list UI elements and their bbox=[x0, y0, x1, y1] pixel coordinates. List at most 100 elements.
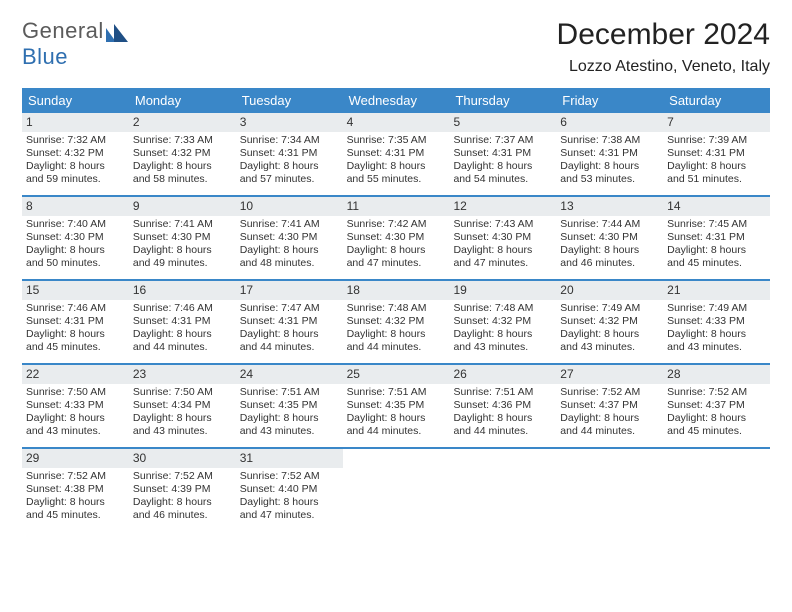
day-cell: 9Sunrise: 7:41 AMSunset: 4:30 PMDaylight… bbox=[129, 197, 236, 279]
sunrise-line: Sunrise: 7:48 AM bbox=[347, 302, 446, 315]
sunrise-line: Sunrise: 7:51 AM bbox=[453, 386, 552, 399]
day-number: 5 bbox=[449, 113, 556, 132]
sunrise-line: Sunrise: 7:35 AM bbox=[347, 134, 446, 147]
day-number: 17 bbox=[236, 281, 343, 300]
day-number: 15 bbox=[22, 281, 129, 300]
sunrise-line: Sunrise: 7:39 AM bbox=[667, 134, 766, 147]
logo-word-1: General bbox=[22, 18, 104, 43]
sunset-line: Sunset: 4:31 PM bbox=[26, 315, 125, 328]
daylight-line: Daylight: 8 hours and 44 minutes. bbox=[453, 412, 552, 438]
sunrise-line: Sunrise: 7:50 AM bbox=[133, 386, 232, 399]
day-cell: 22Sunrise: 7:50 AMSunset: 4:33 PMDayligh… bbox=[22, 365, 129, 447]
sunrise-line: Sunrise: 7:38 AM bbox=[560, 134, 659, 147]
daylight-line: Daylight: 8 hours and 45 minutes. bbox=[667, 412, 766, 438]
sunrise-line: Sunrise: 7:37 AM bbox=[453, 134, 552, 147]
sunrise-line: Sunrise: 7:46 AM bbox=[133, 302, 232, 315]
sunset-line: Sunset: 4:32 PM bbox=[560, 315, 659, 328]
day-number: 7 bbox=[663, 113, 770, 132]
sunset-line: Sunset: 4:39 PM bbox=[133, 483, 232, 496]
sunset-line: Sunset: 4:32 PM bbox=[453, 315, 552, 328]
sunrise-line: Sunrise: 7:41 AM bbox=[133, 218, 232, 231]
day-cell: 25Sunrise: 7:51 AMSunset: 4:35 PMDayligh… bbox=[343, 365, 450, 447]
sunrise-line: Sunrise: 7:49 AM bbox=[560, 302, 659, 315]
sunset-line: Sunset: 4:31 PM bbox=[560, 147, 659, 160]
sunset-line: Sunset: 4:34 PM bbox=[133, 399, 232, 412]
day-cell: 10Sunrise: 7:41 AMSunset: 4:30 PMDayligh… bbox=[236, 197, 343, 279]
sunset-line: Sunset: 4:30 PM bbox=[133, 231, 232, 244]
daylight-line: Daylight: 8 hours and 45 minutes. bbox=[26, 328, 125, 354]
week-row: 22Sunrise: 7:50 AMSunset: 4:33 PMDayligh… bbox=[22, 365, 770, 449]
day-number: 14 bbox=[663, 197, 770, 216]
day-cell: 7Sunrise: 7:39 AMSunset: 4:31 PMDaylight… bbox=[663, 113, 770, 195]
sunrise-line: Sunrise: 7:50 AM bbox=[26, 386, 125, 399]
daylight-line: Daylight: 8 hours and 48 minutes. bbox=[240, 244, 339, 270]
sunrise-line: Sunrise: 7:52 AM bbox=[667, 386, 766, 399]
daylight-line: Daylight: 8 hours and 47 minutes. bbox=[240, 496, 339, 522]
day-cell bbox=[449, 449, 556, 531]
day-cell: 8Sunrise: 7:40 AMSunset: 4:30 PMDaylight… bbox=[22, 197, 129, 279]
sunrise-line: Sunrise: 7:52 AM bbox=[240, 470, 339, 483]
sunrise-line: Sunrise: 7:52 AM bbox=[560, 386, 659, 399]
day-number: 30 bbox=[129, 449, 236, 468]
sunset-line: Sunset: 4:32 PM bbox=[26, 147, 125, 160]
day-number: 8 bbox=[22, 197, 129, 216]
daylight-line: Daylight: 8 hours and 43 minutes. bbox=[560, 328, 659, 354]
daylight-line: Daylight: 8 hours and 44 minutes. bbox=[133, 328, 232, 354]
daylight-line: Daylight: 8 hours and 43 minutes. bbox=[667, 328, 766, 354]
sunset-line: Sunset: 4:36 PM bbox=[453, 399, 552, 412]
sunrise-line: Sunrise: 7:51 AM bbox=[240, 386, 339, 399]
sunrise-line: Sunrise: 7:45 AM bbox=[667, 218, 766, 231]
day-cell: 27Sunrise: 7:52 AMSunset: 4:37 PMDayligh… bbox=[556, 365, 663, 447]
day-number: 31 bbox=[236, 449, 343, 468]
day-number: 29 bbox=[22, 449, 129, 468]
day-cell: 26 Sunrise: 7:51 AMSunset: 4:36 PMDayligh… bbox=[449, 365, 556, 447]
sunset-line: Sunset: 4:30 PM bbox=[26, 231, 125, 244]
sunrise-line: Sunrise: 7:33 AM bbox=[133, 134, 232, 147]
day-cell: 17Sunrise: 7:47 AMSunset: 4:31 PMDayligh… bbox=[236, 281, 343, 363]
sunset-line: Sunset: 4:37 PM bbox=[667, 399, 766, 412]
daylight-line: Daylight: 8 hours and 46 minutes. bbox=[560, 244, 659, 270]
day-cell: 13Sunrise: 7:44 AMSunset: 4:30 PMDayligh… bbox=[556, 197, 663, 279]
daylight-line: Daylight: 8 hours and 45 minutes. bbox=[667, 244, 766, 270]
daylight-line: Daylight: 8 hours and 43 minutes. bbox=[26, 412, 125, 438]
day-number: 28 bbox=[663, 365, 770, 384]
title-block: December 2024 Lozzo Atestino, Veneto, It… bbox=[557, 18, 770, 76]
daylight-line: Daylight: 8 hours and 44 minutes. bbox=[347, 328, 446, 354]
day-number: 6 bbox=[556, 113, 663, 132]
sunrise-line: Sunrise: 7:43 AM bbox=[453, 218, 552, 231]
day-cell: 1Sunrise: 7:32 AMSunset: 4:32 PMDaylight… bbox=[22, 113, 129, 195]
day-number: 3 bbox=[236, 113, 343, 132]
sunset-line: Sunset: 4:30 PM bbox=[240, 231, 339, 244]
day-cell bbox=[663, 449, 770, 531]
sunset-line: Sunset: 4:31 PM bbox=[347, 147, 446, 160]
day-number: 13 bbox=[556, 197, 663, 216]
day-number: 18 bbox=[343, 281, 450, 300]
daylight-line: Daylight: 8 hours and 43 minutes. bbox=[453, 328, 552, 354]
day-cell: 29Sunrise: 7:52 AMSunset: 4:38 PMDayligh… bbox=[22, 449, 129, 531]
day-number: 26 bbox=[449, 365, 556, 384]
day-cell: 30Sunrise: 7:52 AMSunset: 4:39 PMDayligh… bbox=[129, 449, 236, 531]
sunset-line: Sunset: 4:40 PM bbox=[240, 483, 339, 496]
sunset-line: Sunset: 4:35 PM bbox=[347, 399, 446, 412]
sunrise-line: Sunrise: 7:46 AM bbox=[26, 302, 125, 315]
day-cell: 16Sunrise: 7:46 AMSunset: 4:31 PMDayligh… bbox=[129, 281, 236, 363]
daylight-line: Daylight: 8 hours and 44 minutes. bbox=[560, 412, 659, 438]
location-label: Lozzo Atestino, Veneto, Italy bbox=[557, 58, 770, 76]
day-cell: 14Sunrise: 7:45 AMSunset: 4:31 PMDayligh… bbox=[663, 197, 770, 279]
day-cell: 3Sunrise: 7:34 AMSunset: 4:31 PMDaylight… bbox=[236, 113, 343, 195]
sunrise-line: Sunrise: 7:32 AM bbox=[26, 134, 125, 147]
day-cell: 2Sunrise: 7:33 AMSunset: 4:32 PMDaylight… bbox=[129, 113, 236, 195]
day-cell: 15 Sunrise: 7:46 AMSunset: 4:31 PMDayligh… bbox=[22, 281, 129, 363]
daylight-line: Daylight: 8 hours and 58 minutes. bbox=[133, 160, 232, 186]
weekday-header: Thursday bbox=[449, 88, 556, 113]
day-number: 27 bbox=[556, 365, 663, 384]
day-cell: 5Sunrise: 7:37 AMSunset: 4:31 PMDaylight… bbox=[449, 113, 556, 195]
sunset-line: Sunset: 4:31 PM bbox=[453, 147, 552, 160]
day-number: 20 bbox=[556, 281, 663, 300]
daylight-line: Daylight: 8 hours and 47 minutes. bbox=[453, 244, 552, 270]
day-number: 1 bbox=[22, 113, 129, 132]
day-number: 11 bbox=[343, 197, 450, 216]
week-row: 8Sunrise: 7:40 AMSunset: 4:30 PMDaylight… bbox=[22, 197, 770, 281]
calendar: SundayMondayTuesdayWednesdayThursdayFrid… bbox=[22, 88, 770, 531]
daylight-line: Daylight: 8 hours and 43 minutes. bbox=[240, 412, 339, 438]
